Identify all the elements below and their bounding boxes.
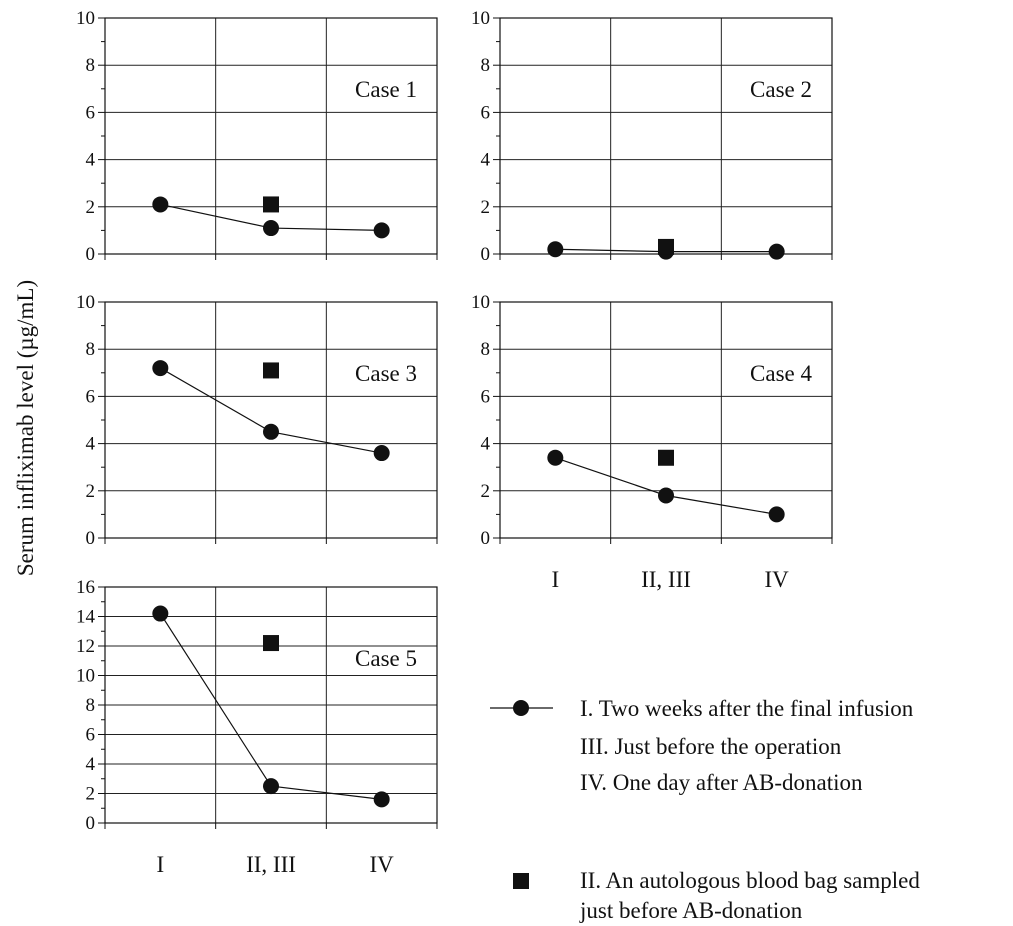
y-axis-label: Serum infliximab level (µg/mL) [13, 280, 38, 576]
data-point-square [658, 238, 674, 255]
plot-frame [104, 301, 438, 539]
y-tick-label: 8 [86, 55, 96, 76]
y-tick-label: 2 [481, 481, 491, 502]
y-tick-label: 8 [481, 339, 491, 360]
x-category-label: II, III [641, 567, 691, 592]
y-tick-label: 6 [481, 102, 491, 123]
series-line [555, 457, 777, 515]
y-tick-label: 8 [86, 695, 96, 716]
panel-case-1: 0 2 4 6 8 10 Case 1 [76, 8, 438, 265]
y-tick-label: 14 [76, 607, 96, 628]
plot-frame [104, 17, 438, 255]
y-tick-label: 4 [481, 150, 491, 171]
y-tick-label: 16 [76, 577, 95, 598]
data-point-circle [373, 445, 390, 462]
y-tick-label: 10 [76, 666, 95, 687]
data-point-circle [373, 222, 390, 239]
y-tick-label: 2 [86, 784, 96, 805]
y-tick-label: 0 [86, 244, 96, 265]
data-point-circle [152, 360, 169, 377]
y-tick-label: 2 [86, 481, 96, 502]
y-tick-label: 8 [481, 55, 491, 76]
data-point-circle [263, 423, 279, 440]
data-point-circle [768, 243, 785, 260]
data-point-square [263, 362, 279, 379]
y-tick-label: 2 [481, 197, 491, 218]
panel-case-5: 0 2 4 6 8 10 12 14 16 I II, III IV Case 5 [76, 577, 438, 877]
data-point-circle [768, 506, 785, 523]
legend-circle-marker [513, 700, 529, 716]
y-tick-label: 0 [86, 813, 96, 834]
x-category-label: II, III [246, 852, 296, 877]
data-point-square [263, 196, 279, 213]
legend: I. Two weeks after the final infusion II… [490, 696, 920, 923]
data-point-circle [373, 791, 390, 808]
panel-case-4: 0 2 4 6 8 10 I II, III IV Case 4 [471, 292, 833, 592]
y-tick-label: 2 [86, 197, 96, 218]
data-point-square [263, 635, 279, 652]
x-category-label: IV [765, 567, 790, 592]
case-title: Case 1 [355, 77, 417, 102]
panel-case-2: 0 2 4 6 8 10 Case 2 [471, 8, 833, 265]
legend-square-text-1: II. An autologous blood bag sampled [580, 868, 920, 893]
data-point-circle [658, 487, 674, 504]
y-tick-label: 10 [471, 292, 490, 313]
plot-frame [499, 17, 833, 255]
legend-circle-text-2: III. Just before the operation [580, 734, 842, 759]
data-point-circle [547, 241, 564, 258]
y-tick-label: 0 [86, 528, 96, 549]
plot-frame [499, 301, 833, 539]
data-point-circle [152, 605, 169, 622]
case-title: Case 2 [750, 77, 812, 102]
data-point-circle [547, 449, 564, 466]
x-category-label: I [551, 567, 559, 592]
y-tick-label: 6 [86, 725, 96, 746]
case-title: Case 4 [750, 361, 812, 386]
y-tick-label: 10 [471, 8, 490, 29]
y-tick-label: 6 [86, 102, 96, 123]
y-tick-label: 0 [481, 244, 491, 265]
y-tick-label: 10 [76, 8, 95, 29]
y-tick-label: 6 [481, 386, 491, 407]
legend-square-text-2: just before AB-donation [579, 898, 803, 923]
y-tick-label: 6 [86, 386, 96, 407]
case-title: Case 3 [355, 361, 417, 386]
case-title: Case 5 [355, 646, 417, 671]
y-tick-label: 4 [481, 434, 491, 455]
data-point-square [658, 449, 674, 466]
y-tick-label: 10 [76, 292, 95, 313]
y-tick-label: 12 [76, 636, 95, 657]
data-point-circle [263, 778, 279, 795]
x-category-label: IV [370, 852, 395, 877]
legend-circle-text-3: IV. One day after AB-donation [580, 770, 863, 795]
data-point-circle [263, 220, 279, 237]
plot-frame [104, 586, 438, 824]
y-tick-label: 4 [86, 150, 96, 171]
y-tick-label: 0 [481, 528, 491, 549]
y-tick-label: 4 [86, 754, 96, 775]
y-tick-label: 4 [86, 434, 96, 455]
data-point-circle [152, 196, 169, 213]
x-category-label: I [156, 852, 164, 877]
y-tick-label: 8 [86, 339, 96, 360]
legend-circle-text-1: I. Two weeks after the final infusion [580, 696, 914, 721]
series-line [160, 367, 382, 454]
legend-square-marker [513, 873, 529, 889]
panel-case-3: 0 2 4 6 8 10 Case 3 [76, 292, 438, 549]
